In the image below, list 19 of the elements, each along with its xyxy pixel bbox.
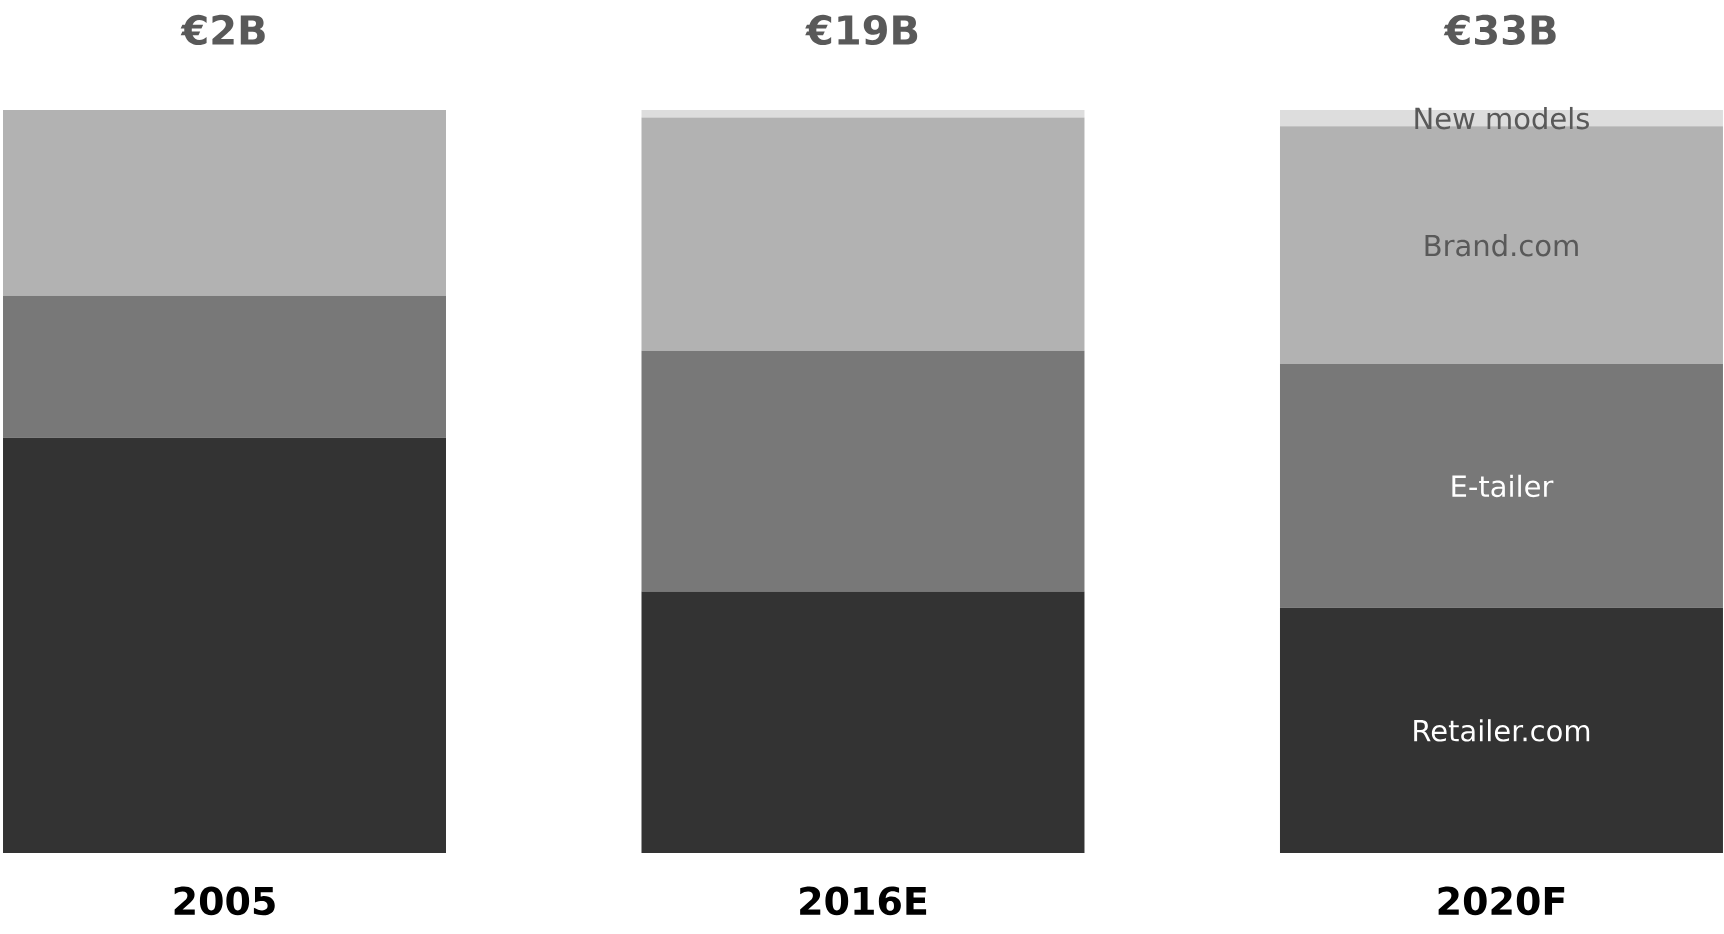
annotation: €33B: [1443, 14, 1556, 46]
annotation: €2B: [180, 14, 265, 46]
series-label: E-tailer: [1452, 474, 1554, 498]
bar: [641, 109, 1085, 118]
x-tick-label: 2020F: [1438, 886, 1565, 916]
bar: [1279, 607, 1723, 853]
x-tick-label: 2005: [174, 886, 275, 916]
bar: [641, 350, 1085, 592]
bar: [641, 591, 1085, 853]
series-label: Brand.com: [1425, 233, 1578, 257]
bar: [1279, 364, 1723, 608]
bar: [641, 117, 1085, 351]
annotation: €19B: [805, 14, 918, 46]
bar: [3, 437, 446, 853]
series-label: Retailer.com: [1414, 719, 1590, 742]
bar: [3, 295, 446, 438]
bar: [3, 109, 446, 296]
series-label: New models: [1415, 106, 1589, 130]
x-tick-label: 2016E: [800, 886, 927, 916]
